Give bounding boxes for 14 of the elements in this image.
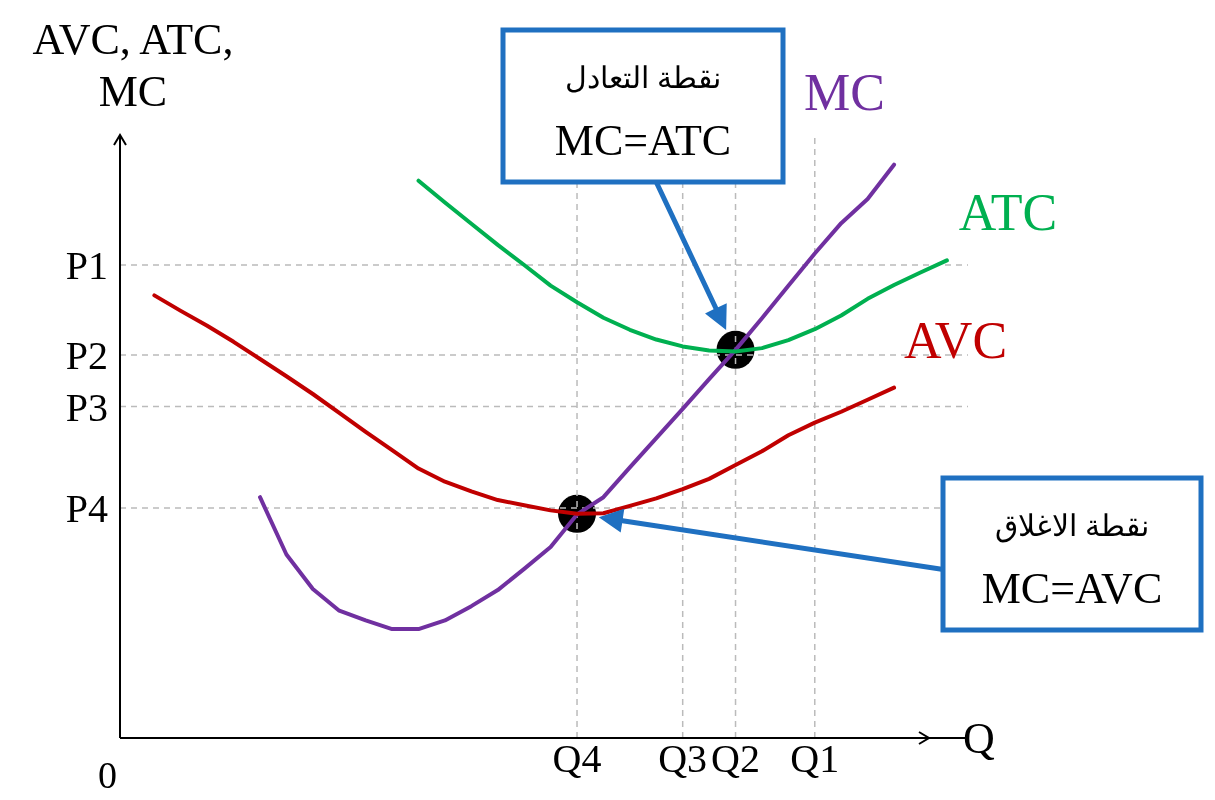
text: 0 [98,754,117,796]
series-label: ATC [958,184,1058,242]
y-axis-title: AVC, ATC, MC [31,14,235,118]
ref-line-label: P1 [65,243,108,288]
series-label: MC [804,63,885,121]
x-tick-label: Q4 [552,736,602,782]
ref-line-label: P2 [65,333,108,379]
ref-line-label: P4 [65,486,108,532]
x-tick-label: Q2 [711,736,760,782]
ref-line-label: P3 [65,384,108,430]
x-tick-label: Q3 [658,736,708,782]
x-axis-title: Q [963,714,995,763]
x-tick-label: Q1 [790,736,840,782]
series-label: AVC [904,311,1008,369]
